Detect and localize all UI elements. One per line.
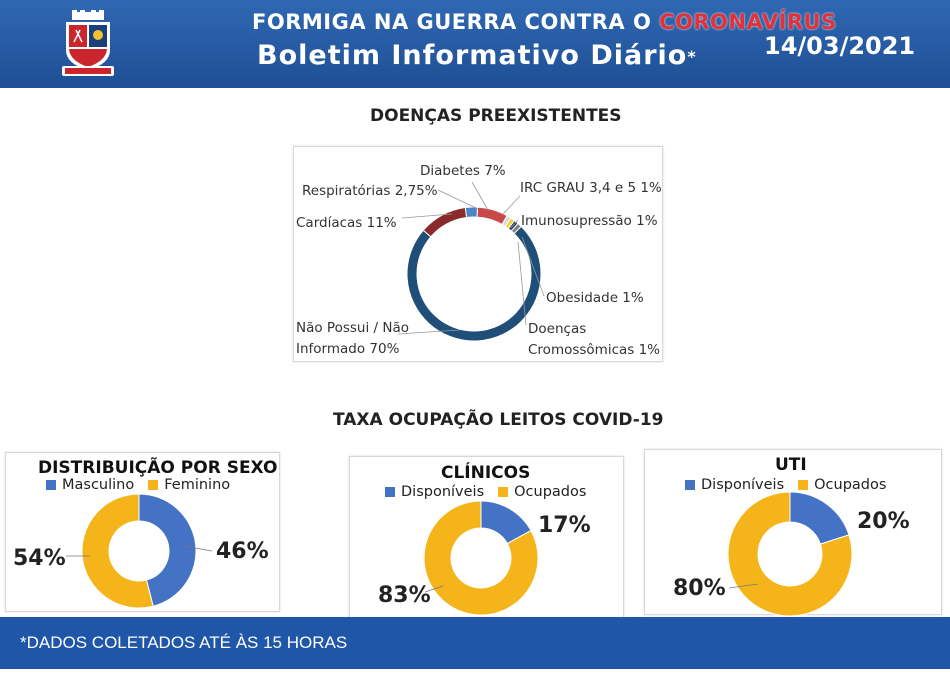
preexisting-diseases-title: DOENÇAS PREEXISTENTES [370, 106, 622, 126]
label-cardiacas: Cardíacas 11% [296, 215, 397, 231]
leader-line [401, 213, 453, 219]
icu-legend-disponiveis: Disponíveis [701, 477, 785, 493]
clinical-beds-panel [349, 456, 624, 618]
leader-line [502, 195, 521, 215]
bulletin-date: 14/03/2021 [764, 32, 916, 60]
campaign-title: FORMIGA NA GUERRA CONTRA O CORONAVÍRUS [252, 10, 837, 34]
clinical-available-percent: 17% [538, 513, 591, 538]
label-obesidade: Obesidade 1% [546, 290, 644, 306]
leader-line [510, 219, 519, 229]
slice-masculino [138, 493, 197, 607]
icu-legend: Disponíveis Ocupados [685, 477, 886, 493]
percent-leader-line [424, 585, 444, 593]
icu-available-percent: 20% [857, 509, 910, 534]
feminino-percent: 54% [13, 546, 66, 571]
footer-banner: *DADOS COLETADOS ATÉ ÀS 15 HORAS [0, 617, 950, 669]
bed-occupancy-title: TAXA OCUPAÇÃO LEITOS COVID-19 [333, 410, 664, 430]
preexisting-diseases-panel [293, 146, 663, 362]
legend-masculino: Masculino [62, 477, 135, 493]
sex-distribution-title: DISTRIBUIÇÃO POR SEXO [38, 458, 278, 478]
disponiveis-swatch [385, 487, 395, 497]
icu-occupied-percent: 80% [673, 576, 726, 601]
slice-feminino [81, 493, 154, 609]
leader-line [517, 241, 527, 326]
slice-ocupados [727, 491, 853, 617]
footer-note: *DADOS COLETADOS ATÉ ÀS 15 HORAS [20, 633, 348, 652]
label-doencas-cromossomicas: Doenças Cromossômicas 1% [528, 321, 661, 358]
label-irc: IRC GRAU 3,4 e 5 1% [520, 180, 662, 196]
leader-line [397, 329, 461, 335]
header-banner: FORMIGA NA GUERRA CONTRA O CORONAVÍRUS B… [0, 0, 950, 88]
legend-feminino: Feminino [164, 477, 231, 493]
icu-ocupados-swatch [798, 480, 809, 490]
clinical-occupied-percent: 83% [378, 583, 431, 608]
ocupados-swatch [498, 487, 509, 497]
slice-respirat-rias [464, 206, 479, 219]
slice-dispon-veis [789, 491, 850, 545]
masculino-swatch [46, 480, 56, 490]
label-imunosupressao: Imunosupressão 1% [521, 213, 658, 229]
city-coat-of-arms-logo [58, 10, 118, 78]
label-nao-possui: Não Possui / Não Informado 70% [296, 320, 409, 357]
sex-legend: Masculino Feminino [46, 477, 230, 493]
coronavirus-word: CORONAVÍRUS [659, 10, 837, 34]
legend-disponiveis: Disponíveis [401, 484, 485, 500]
icu-disponiveis-swatch [685, 480, 695, 490]
icu-beds-title: UTI [775, 455, 807, 475]
percent-leader-line [728, 583, 759, 589]
percent-leader-line [182, 545, 213, 552]
feminino-swatch [148, 480, 159, 490]
clinical-legend: Disponíveis Ocupados [385, 484, 586, 500]
masculino-percent: 46% [216, 539, 269, 564]
clinical-beds-title: CLÍNICOS [441, 463, 531, 483]
leader-line [471, 181, 489, 211]
leader-line [437, 189, 479, 210]
label-respiratorias: Respiratórias 2,75% [302, 183, 438, 199]
slice-ocupados [423, 500, 539, 616]
legend-ocupados: Ocupados [514, 484, 587, 500]
bulletin-title: Boletim Informativo Diário* [257, 40, 697, 71]
leader-line [521, 236, 545, 297]
icu-legend-ocupados: Ocupados [814, 477, 887, 493]
label-diabetes: Diabetes 7% [420, 163, 506, 179]
